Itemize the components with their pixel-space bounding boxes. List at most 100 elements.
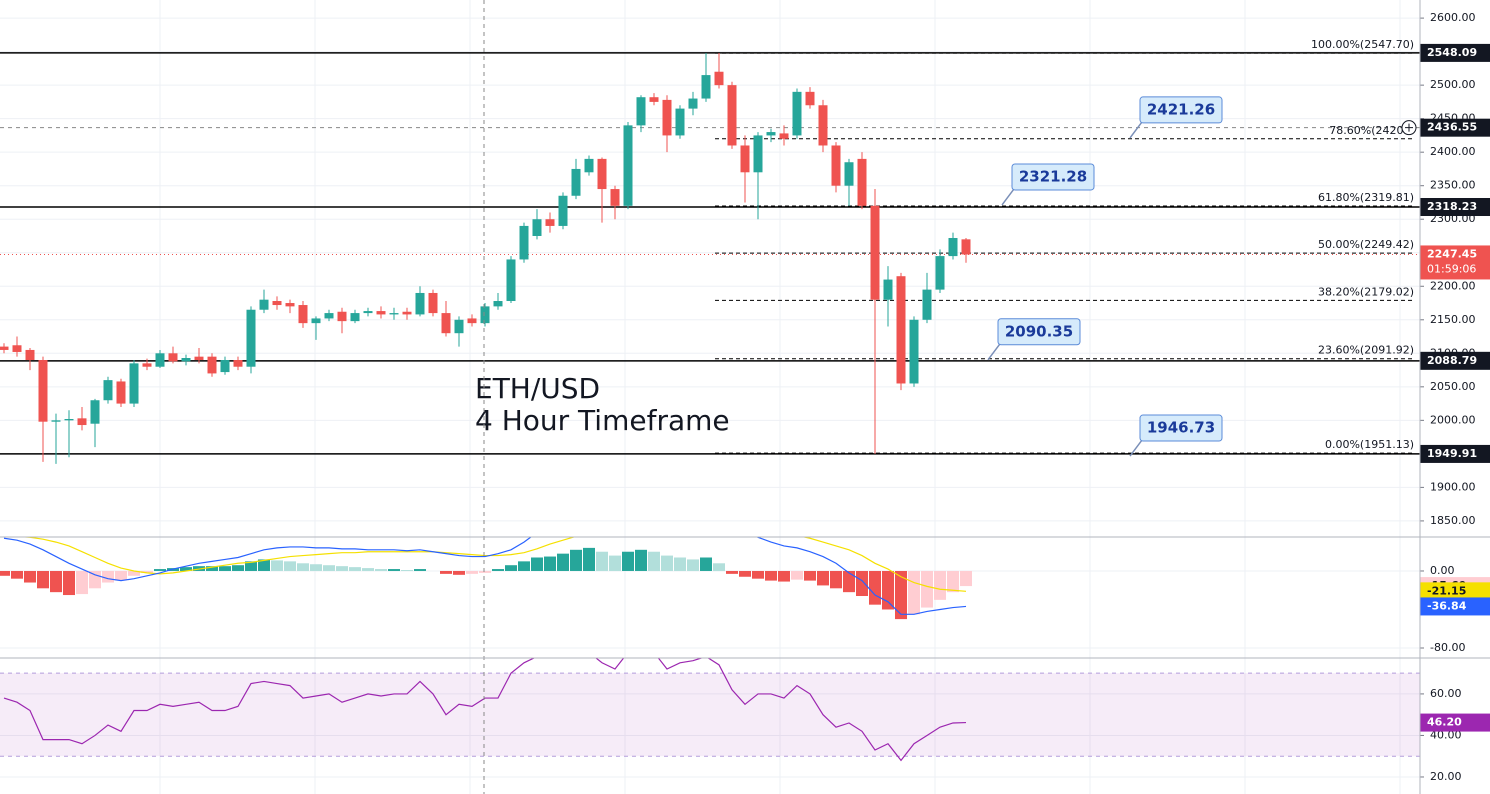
price-line-label: 2548.09	[1427, 46, 1477, 59]
macd-histogram-bar	[817, 570, 829, 586]
candle-body	[909, 319, 919, 384]
chart-subtitle: 4 Hour Timeframe	[475, 404, 730, 437]
candle-body	[831, 145, 841, 186]
macd-histogram-bar	[947, 570, 959, 593]
price-line-label: 2088.79	[1427, 354, 1477, 367]
macd-histogram-bar	[908, 570, 920, 615]
callout-label: 2090.35	[1005, 322, 1073, 340]
crosshair-label: 2436.55	[1427, 121, 1477, 134]
fib-label: 100.00%(2547.70)	[1311, 38, 1414, 51]
fib-label: 61.80%(2319.81)	[1318, 191, 1414, 204]
macd-histogram-bar	[154, 569, 166, 571]
current-price-label-sub: 01:59:06	[1427, 262, 1476, 275]
candle-body	[948, 237, 958, 257]
candle-body	[25, 349, 35, 361]
candle-body	[155, 353, 165, 367]
y-tick-label: 2400.00	[1430, 145, 1476, 158]
candle-body	[103, 380, 113, 401]
macd-histogram-bar	[960, 570, 972, 587]
macd-histogram-bar	[440, 570, 452, 574]
macd-histogram-bar	[687, 559, 699, 571]
signal-last-box	[1420, 582, 1490, 601]
candle-body	[688, 98, 698, 109]
callout-box	[997, 318, 1081, 346]
price-line-label-box	[1420, 198, 1490, 217]
candle-body	[324, 313, 334, 319]
macd-histogram-bar	[921, 570, 933, 608]
callout-label: 1946.73	[1147, 419, 1215, 437]
macd-histogram-bar	[934, 570, 946, 600]
candle-body	[402, 311, 412, 315]
candle-body	[129, 363, 139, 404]
macd-histogram-bar	[128, 570, 140, 576]
pane-0: 100.00%(2547.70) 78.60%(2420.0 61.80%(2319…	[0, 0, 1420, 537]
candle-body	[870, 205, 880, 300]
candle-body	[506, 259, 516, 302]
candle-body	[467, 318, 477, 324]
macd-histogram-bar	[401, 570, 413, 571]
macd-histogram-bar	[466, 570, 478, 574]
candle-body	[922, 289, 932, 320]
candle-body	[623, 125, 633, 206]
candle-body	[207, 356, 217, 374]
macd-histogram-bar	[739, 570, 751, 577]
macd-histogram-bar	[674, 557, 686, 571]
rsi-band	[0, 673, 1420, 757]
candle-body	[818, 105, 828, 146]
candle-body	[441, 313, 451, 334]
macd-histogram-bar	[349, 567, 361, 571]
candle-body	[935, 256, 945, 290]
fib-label: 38.20%(2179.02)	[1318, 285, 1414, 298]
candle-body	[12, 345, 22, 352]
y-tick-label: 60.00	[1430, 687, 1462, 700]
macd-histogram-bar	[50, 570, 62, 593]
candle-body	[493, 301, 503, 307]
macd-histogram-bar	[414, 569, 426, 571]
macd-histogram-bar	[323, 565, 335, 571]
macd-histogram-bar	[856, 570, 868, 597]
macd-histogram-bar	[76, 570, 88, 595]
macd-histogram-bar	[843, 570, 855, 593]
candle-body	[428, 292, 438, 314]
candle-body	[220, 360, 230, 373]
candle-body	[961, 239, 971, 255]
macd-histogram-bar	[492, 569, 504, 571]
y-tick-label: 2000.00	[1430, 413, 1476, 426]
rsi-last-label: 46.20	[1427, 716, 1462, 729]
macd-line	[3, 537, 967, 615]
macd-histogram-bar	[284, 561, 296, 571]
macd-histogram-bar	[661, 555, 673, 571]
candle-body	[168, 353, 178, 362]
fib-label: 0.00%(1951.13)	[1325, 438, 1414, 451]
candle-body	[337, 311, 347, 322]
callout-pointer	[1129, 439, 1143, 457]
macd-histogram-bar	[479, 570, 491, 573]
macd-histogram-bar	[570, 549, 582, 571]
candle-body	[896, 276, 906, 384]
macd-histogram-bar	[778, 570, 790, 582]
y-tick-label: 0.00	[1430, 564, 1455, 577]
candle-body	[38, 360, 48, 422]
candle-body	[675, 108, 685, 136]
macd-histogram-bar	[180, 567, 192, 571]
y-tick-label: 2350.00	[1430, 179, 1476, 192]
candle-body	[233, 360, 243, 367]
macd-histogram-bar	[830, 570, 842, 589]
y-tick-label: 40.00	[1430, 728, 1462, 741]
candle-body	[532, 219, 542, 236]
candle-body	[298, 305, 308, 324]
candle-body	[116, 381, 126, 404]
candle-body	[285, 303, 295, 307]
macd-histogram-bar	[206, 566, 218, 571]
candle-body	[480, 306, 490, 324]
macd-histogram-bar	[557, 553, 569, 571]
candle-body	[259, 299, 269, 310]
current-price-label: 2247.45	[1427, 247, 1477, 260]
candle-body	[662, 99, 672, 136]
y-tick-label: 2600.00	[1430, 11, 1476, 24]
candle-body	[246, 309, 256, 367]
callout-box	[1011, 163, 1095, 191]
macd-histogram-bar	[752, 570, 764, 579]
